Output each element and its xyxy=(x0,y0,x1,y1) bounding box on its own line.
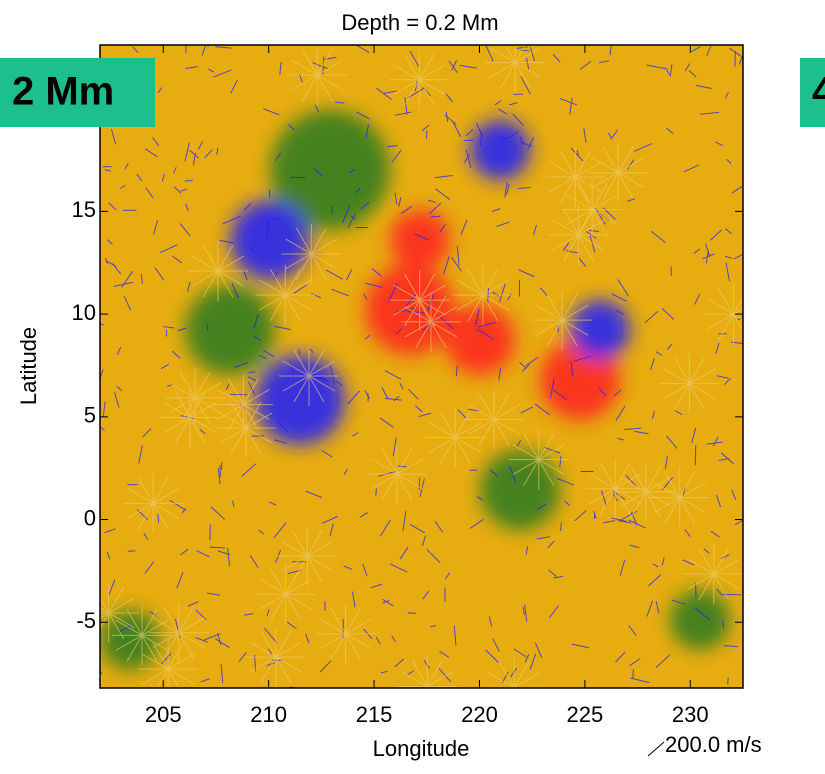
field-blob xyxy=(445,305,515,375)
field-blob xyxy=(185,285,275,375)
plot-area xyxy=(79,30,764,717)
star-ray xyxy=(412,686,427,712)
star-ray xyxy=(514,688,529,714)
flow-arrow xyxy=(290,177,305,178)
y-tick-label: 5 xyxy=(84,403,96,428)
flow-arrow xyxy=(185,180,193,181)
flow-arrow xyxy=(695,445,696,465)
star-ray xyxy=(488,688,514,703)
scale-label: 200.0 m/s xyxy=(665,732,762,757)
star-ray xyxy=(427,686,442,712)
star-ray xyxy=(514,688,540,703)
y-axis-label: Latitude xyxy=(16,327,41,405)
x-tick-label: 220 xyxy=(461,702,498,727)
flow-arrow xyxy=(376,489,377,496)
chart: Depth = 0.2 Mm Longitude Latitude 200.0 … xyxy=(0,0,825,769)
panel-label: 4 xyxy=(812,70,825,114)
y-tick-label: 10 xyxy=(72,300,96,325)
chart-title: Depth = 0.2 Mm xyxy=(341,10,498,35)
y-tick-label: 15 xyxy=(72,197,96,222)
field-blob xyxy=(670,590,730,650)
y-tick-label: -5 xyxy=(76,608,96,633)
x-axis-label: Longitude xyxy=(373,736,470,761)
x-tick-label: 205 xyxy=(145,702,182,727)
field-blob xyxy=(390,210,450,270)
y-tick-label: 0 xyxy=(84,505,96,530)
flow-arrow xyxy=(94,358,100,360)
field-blob xyxy=(230,200,310,280)
field-blob xyxy=(480,450,560,530)
x-tick-label: 215 xyxy=(356,702,393,727)
flow-arrow xyxy=(735,51,736,67)
flow-arrow xyxy=(633,669,634,678)
flow-arrow xyxy=(419,477,420,489)
x-tick-label: 225 xyxy=(567,702,604,727)
star-ray xyxy=(499,688,514,714)
panel-label: 2 Mm xyxy=(12,70,114,114)
flow-arrow xyxy=(728,677,729,684)
x-tick-label: 210 xyxy=(250,702,287,727)
scale-arrow xyxy=(648,742,664,756)
x-tick-label: 230 xyxy=(672,702,709,727)
field-background xyxy=(100,45,743,688)
